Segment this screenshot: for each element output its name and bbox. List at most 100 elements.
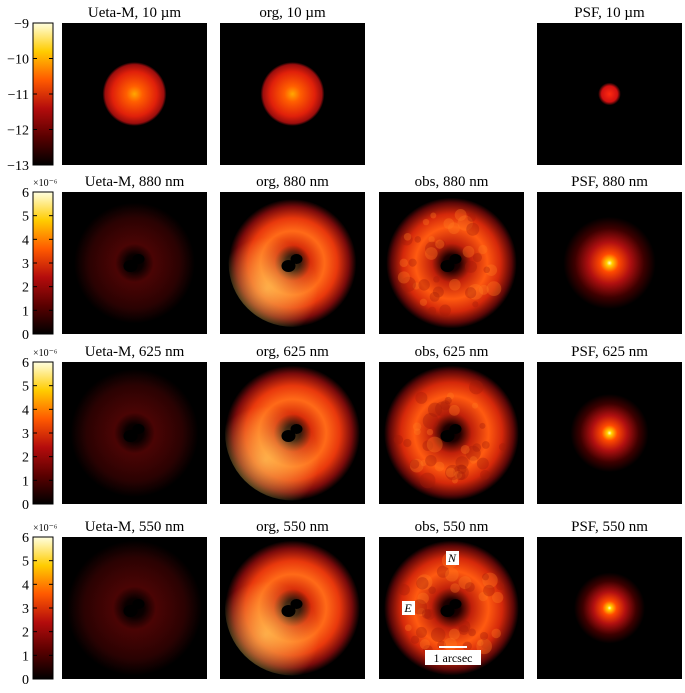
noise-speckle: [409, 459, 420, 469]
image-panel: PSF, 880 nm: [537, 174, 682, 334]
colorbar-tick-label: 0: [22, 673, 29, 688]
image-panel: org, 10 µm: [220, 5, 365, 165]
noise-speckle: [417, 592, 429, 605]
noise-speckle: [437, 240, 446, 249]
intensity-map: [102, 62, 167, 126]
noise-speckle: [467, 213, 476, 222]
noise-speckle: [424, 247, 438, 260]
noise-speckle: [435, 401, 450, 417]
noise-speckle: [460, 444, 470, 454]
noise-speckle: [418, 279, 430, 291]
central-dark-core: [449, 424, 462, 434]
noise-speckle: [445, 568, 459, 582]
noise-speckle: [428, 586, 436, 594]
noise-speckle: [426, 436, 443, 453]
colorbar: 6 5 4 3 2 1 0 ×10⁻⁶: [22, 348, 58, 513]
noise-speckle: [467, 284, 484, 300]
colorbar-multiplier: ×10⁻⁶: [33, 523, 58, 534]
colorbar-tick-label: 3: [22, 427, 29, 442]
noise-speckle: [421, 608, 432, 619]
noise-speckle: [445, 464, 461, 481]
scale-label-box: [425, 650, 481, 665]
colorbar-tick-label: 5: [22, 555, 29, 570]
intensity-map: [574, 572, 645, 644]
scale-label: 1 arcsec: [434, 651, 473, 665]
noise-speckle: [492, 591, 504, 604]
panel-title: PSF, 880 nm: [571, 174, 648, 190]
noise-speckle: [430, 212, 437, 219]
noise-speckle: [478, 591, 488, 602]
noise-speckle: [416, 574, 433, 590]
noise-speckle: [412, 282, 420, 290]
noise-speckle: [404, 624, 412, 632]
noise-speckle: [468, 628, 476, 637]
noise-speckle: [450, 583, 460, 593]
north-label: N: [447, 551, 457, 565]
colorbar-tick-label: 4: [22, 233, 29, 248]
noise-speckle: [427, 402, 443, 417]
noise-speckle: [458, 620, 471, 633]
colorbar: 6 5 4 3 2 1 0 ×10⁻⁶: [22, 523, 58, 688]
noise-speckle: [465, 287, 477, 299]
central-dark-core: [123, 605, 138, 617]
colorbar-tick-label: 0: [22, 498, 29, 513]
noise-speckle: [455, 456, 469, 470]
panel-title: PSF, 10 µm: [574, 5, 645, 21]
noise-speckle: [416, 577, 429, 590]
noise-speckle: [456, 471, 466, 480]
panel-title: obs, 880 nm: [415, 174, 489, 190]
central-dark-core: [290, 599, 303, 609]
orientation-annotations: N E 1 arcsec: [402, 551, 481, 665]
noise-speckle: [482, 573, 490, 581]
noise-speckle: [457, 464, 467, 474]
central-dark-core: [440, 605, 455, 617]
noise-speckle: [466, 222, 480, 236]
noise-speckle: [464, 582, 475, 593]
noise-speckle: [478, 244, 488, 255]
image-panel: obs, 550 nm N E 1 arcsec: [379, 519, 524, 679]
noise-speckle: [462, 641, 472, 651]
noise-speckle: [498, 443, 507, 451]
colorbar-tick-label: −13: [7, 159, 29, 174]
intensity-map: [260, 62, 325, 126]
noise-speckle: [451, 477, 458, 484]
colorbar-tick-label: −12: [7, 124, 29, 139]
colorbar-tick-label: 6: [22, 531, 29, 546]
colorbar-tick-label: 2: [22, 281, 29, 296]
central-dark-core: [290, 424, 303, 434]
intensity-map: [563, 216, 656, 310]
noise-speckle: [415, 391, 428, 404]
image-panel: obs, 625 nm: [379, 344, 524, 504]
colorbar-tick-label: 3: [22, 257, 29, 272]
noise-speckle: [445, 467, 456, 478]
noise-speckle: [424, 609, 435, 620]
colorbar-tick-label: −11: [8, 88, 29, 103]
noise-speckle: [397, 271, 410, 284]
noise-speckle: [432, 286, 444, 298]
image-panel: PSF, 625 nm: [537, 344, 682, 504]
noise-speckle: [453, 464, 469, 481]
noise-speckle: [393, 434, 404, 445]
noise-speckle: [400, 276, 416, 292]
noise-speckle: [486, 281, 502, 297]
noise-speckle: [483, 584, 495, 597]
noise-speckle: [477, 639, 484, 647]
colorbar-tick-label: 1: [22, 474, 29, 489]
noise-speckle: [478, 284, 489, 295]
noise-speckle: [454, 471, 463, 479]
image-panel: Ueta-M, 10 µm: [62, 5, 207, 165]
noise-speckle: [440, 400, 451, 411]
central-dark-core: [123, 430, 138, 442]
noise-speckle: [447, 222, 460, 235]
image-panel: PSF, 10 µm: [537, 5, 682, 165]
noise-speckle: [443, 218, 455, 230]
noise-speckle: [413, 428, 421, 436]
colorbar: 6 5 4 3 2 1 0 ×10⁻⁶: [22, 178, 58, 343]
east-label: E: [403, 601, 412, 615]
noise-speckle: [426, 428, 434, 436]
central-dark-core: [132, 599, 145, 609]
noise-speckle: [422, 413, 439, 429]
noise-speckle: [433, 276, 440, 283]
east-label-box: [402, 601, 415, 615]
